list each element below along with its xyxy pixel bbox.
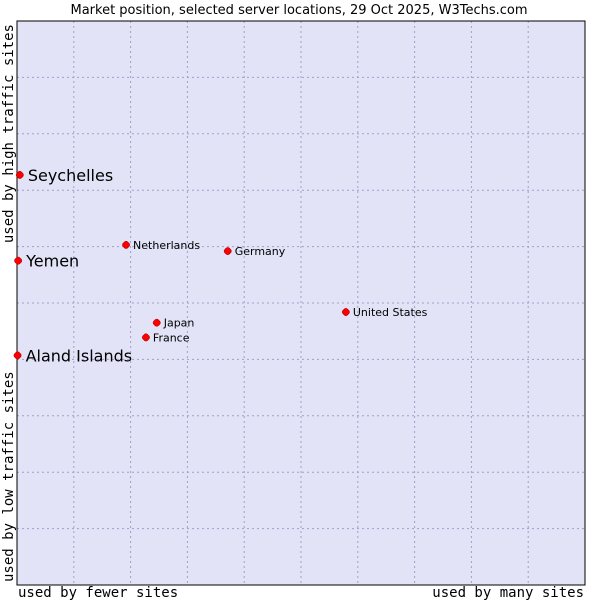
point-label-seychelles: Seychelles [28,166,113,185]
data-points: Seychelles Yemen Aland Islands Netherlands G… [13,166,428,365]
chart-title: Market position, selected server locatio… [70,3,527,18]
point-germany [223,247,232,256]
point-seychelles [15,171,24,179]
x-axis-label-left: used by fewer sites [18,585,178,600]
point-label-france: France [153,331,190,344]
point-label-united-states: United States [353,306,428,319]
point-france [142,333,150,342]
point-label-germany: Germany [235,245,286,258]
point-japan [152,318,161,327]
point-label-netherlands: Netherlands [133,239,200,252]
point-aland-islands [13,351,22,360]
grid-lines [17,21,585,585]
point-united-states [341,308,350,316]
x-axis-label-right: used by many sites [432,585,584,600]
y-axis-label-top: used by high traffic sites [1,24,17,243]
plot-frame [16,20,586,586]
point-netherlands [122,240,130,249]
y-axis-label-bottom: used by low traffic sites [1,371,17,582]
point-label-aland-islands: Aland Islands [26,346,133,365]
point-label-japan: Japan [163,317,195,330]
point-label-yemen: Yemen [25,252,79,271]
point-yemen [14,256,23,265]
